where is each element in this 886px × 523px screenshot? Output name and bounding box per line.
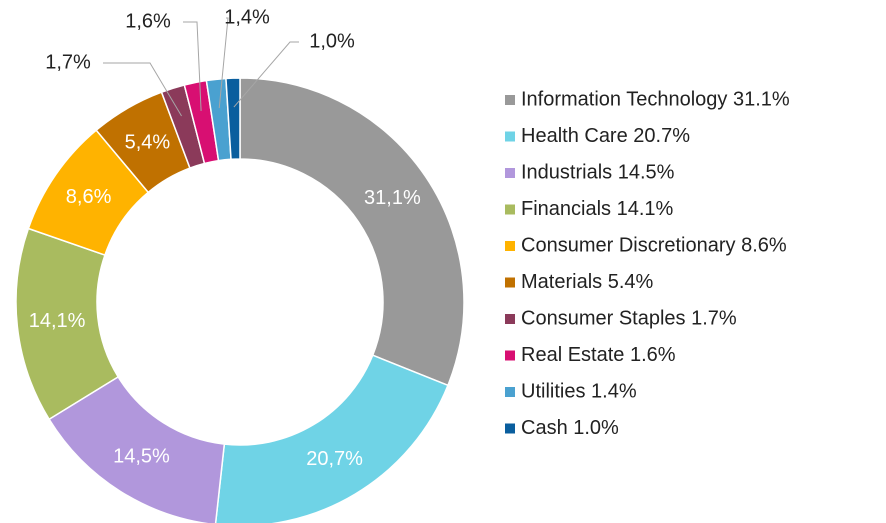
legend-swatch xyxy=(505,350,515,361)
legend-label: Consumer Discretionary 8.6% xyxy=(521,234,787,256)
leader-line xyxy=(103,62,182,117)
legend-swatch xyxy=(505,241,515,251)
legend-label: Real Estate 1.6% xyxy=(521,344,676,366)
legend-label: Cash 1.0% xyxy=(521,417,619,439)
legend-swatch xyxy=(505,168,515,178)
legend-swatch xyxy=(505,204,515,215)
donut-slice xyxy=(239,77,465,387)
donut-slice xyxy=(214,354,449,523)
legend-label: Information Technology 31.1% xyxy=(521,88,790,110)
slice-label: 1,7% xyxy=(45,51,91,73)
leader-line xyxy=(233,41,299,108)
legend-label: Industrials 14.5% xyxy=(521,161,675,183)
slice-label: 14,5% xyxy=(113,446,170,468)
slice-label: 8,6% xyxy=(66,186,112,208)
legend-label: Health Care 20.7% xyxy=(521,125,690,147)
slice-label: 5,4% xyxy=(125,131,171,153)
slice-label: 14,1% xyxy=(29,310,86,332)
legend-label: Financials 14.1% xyxy=(521,198,674,220)
slice-label: 20,7% xyxy=(306,448,363,470)
legend-swatch xyxy=(505,387,515,397)
leader-line xyxy=(218,17,229,109)
legend-label: Consumer Staples 1.7% xyxy=(521,307,737,329)
legend-swatch xyxy=(505,277,515,288)
legend-swatch xyxy=(505,95,515,105)
donut-slice xyxy=(225,77,241,161)
slice-label: 31,1% xyxy=(364,187,421,209)
legend-swatch xyxy=(505,314,515,324)
slice-label: 1,4% xyxy=(224,6,270,28)
legend-swatch xyxy=(505,423,515,434)
leader-line xyxy=(183,21,202,111)
legend-swatch xyxy=(505,131,515,142)
legend-label: Materials 5.4% xyxy=(521,271,653,293)
slice-label: 1,0% xyxy=(309,30,355,52)
legend-label: Utilities 1.4% xyxy=(521,380,637,402)
slice-label: 1,6% xyxy=(125,10,171,32)
